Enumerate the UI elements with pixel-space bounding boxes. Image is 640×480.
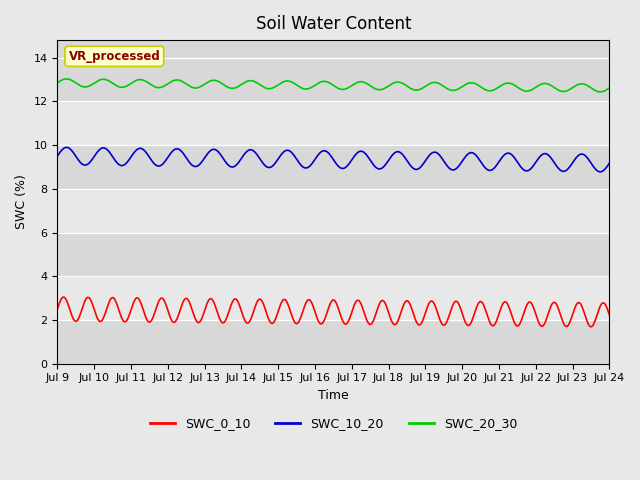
Bar	[58, 145, 609, 189]
X-axis label: Time: Time	[318, 389, 349, 402]
Bar	[58, 320, 609, 364]
Bar	[58, 189, 609, 232]
Bar	[58, 101, 609, 145]
Legend: SWC_0_10, SWC_10_20, SWC_20_30: SWC_0_10, SWC_10_20, SWC_20_30	[145, 412, 522, 435]
Bar	[58, 40, 609, 101]
Title: Soil Water Content: Soil Water Content	[255, 15, 411, 33]
Bar	[58, 276, 609, 320]
Bar	[58, 232, 609, 276]
Y-axis label: SWC (%): SWC (%)	[15, 174, 28, 229]
Text: VR_processed: VR_processed	[68, 50, 160, 63]
